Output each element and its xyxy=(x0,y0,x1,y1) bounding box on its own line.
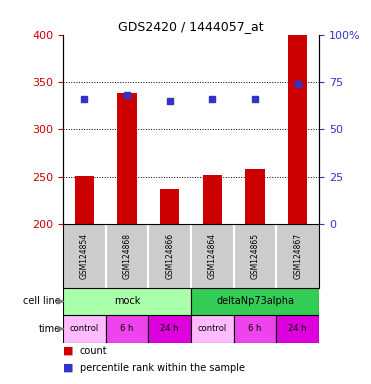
Text: GSM124854: GSM124854 xyxy=(80,233,89,279)
Bar xyxy=(203,175,222,224)
Bar xyxy=(276,315,319,343)
Text: control: control xyxy=(198,324,227,333)
Text: 6 h: 6 h xyxy=(120,324,134,333)
Text: GSM124865: GSM124865 xyxy=(250,233,260,279)
Text: 24 h: 24 h xyxy=(161,324,179,333)
Text: cell line: cell line xyxy=(23,296,60,306)
Bar xyxy=(118,93,137,224)
Text: percentile rank within the sample: percentile rank within the sample xyxy=(80,363,245,373)
Bar xyxy=(288,35,307,224)
Text: 24 h: 24 h xyxy=(289,324,307,333)
Bar xyxy=(246,169,265,224)
Text: deltaNp73alpha: deltaNp73alpha xyxy=(216,296,294,306)
Text: time: time xyxy=(38,324,60,334)
Bar xyxy=(191,288,319,315)
Bar xyxy=(160,189,179,224)
Text: GSM124864: GSM124864 xyxy=(208,233,217,279)
Text: GSM124866: GSM124866 xyxy=(165,233,174,279)
Bar xyxy=(63,288,191,315)
Bar xyxy=(63,315,106,343)
Title: GDS2420 / 1444057_at: GDS2420 / 1444057_at xyxy=(118,20,264,33)
Text: count: count xyxy=(80,346,107,356)
Text: 6 h: 6 h xyxy=(248,324,262,333)
Bar xyxy=(106,315,148,343)
Text: GSM124868: GSM124868 xyxy=(122,233,132,279)
Bar xyxy=(148,315,191,343)
Text: ■: ■ xyxy=(63,346,77,356)
Text: ■: ■ xyxy=(63,363,77,373)
Text: mock: mock xyxy=(114,296,140,306)
Bar xyxy=(234,315,276,343)
Text: GSM124867: GSM124867 xyxy=(293,233,302,279)
Bar xyxy=(191,315,234,343)
Text: control: control xyxy=(70,324,99,333)
Bar xyxy=(75,176,94,224)
